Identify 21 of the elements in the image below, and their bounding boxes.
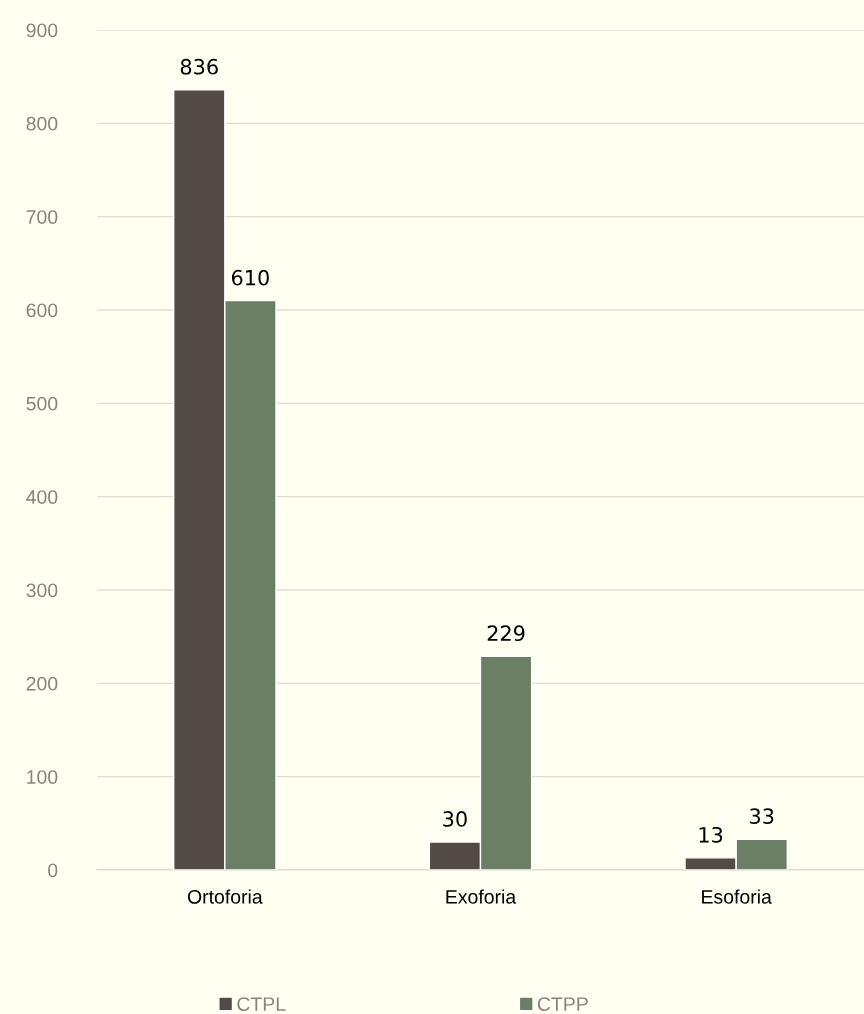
legend-label: CTPP bbox=[537, 997, 588, 1011]
y-tick-label: 500 bbox=[26, 396, 58, 411]
y-tick-label: 300 bbox=[26, 583, 58, 598]
data-label: 13 bbox=[699, 826, 723, 843]
y-tick-label: 600 bbox=[26, 303, 58, 318]
y-tick-label: 400 bbox=[26, 490, 58, 504]
legend-label: CTPL bbox=[237, 997, 286, 1011]
y-tick-label: 900 bbox=[26, 23, 58, 38]
data-label: 33 bbox=[750, 808, 774, 825]
x-tick-label: Ortoforia bbox=[187, 889, 263, 904]
y-tick-label: 200 bbox=[26, 676, 58, 691]
x-tick-label: Exoforia bbox=[446, 889, 517, 904]
data-label: 836 bbox=[180, 58, 218, 75]
y-tick-label: 800 bbox=[26, 116, 58, 131]
y-tick-label: 0 bbox=[48, 863, 58, 878]
y-tick-label: 100 bbox=[27, 770, 58, 784]
data-label: 30 bbox=[443, 811, 467, 827]
data-label: 610 bbox=[231, 269, 269, 286]
x-tick-label: Esoforia bbox=[702, 889, 772, 904]
y-tick-label: 700 bbox=[26, 210, 58, 224]
data-label: 229 bbox=[487, 625, 525, 642]
